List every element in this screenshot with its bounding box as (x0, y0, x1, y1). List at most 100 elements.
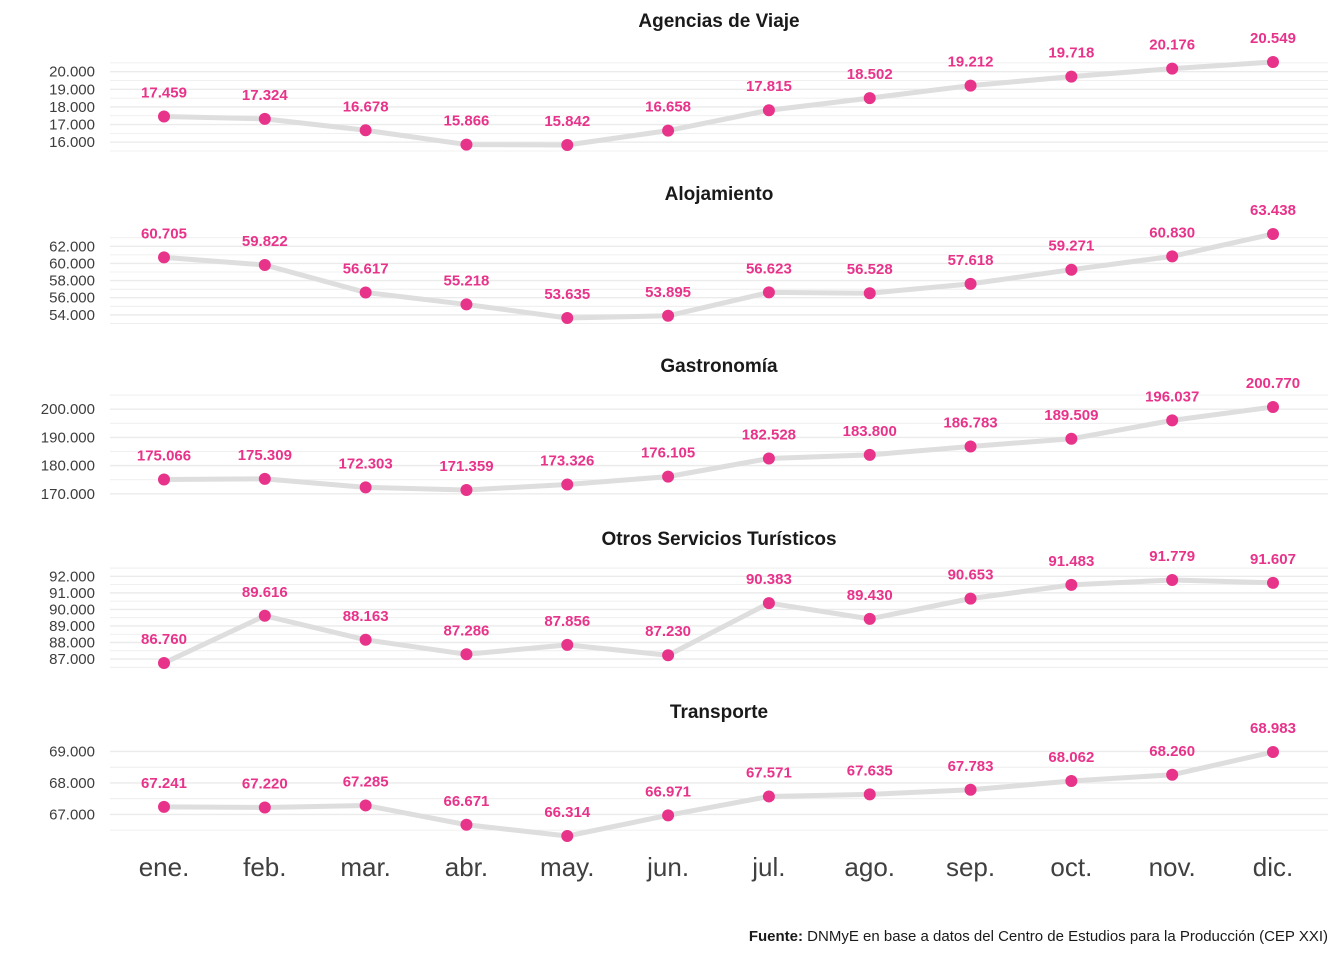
data-label: 189.509 (1044, 407, 1098, 424)
data-point (964, 79, 977, 92)
data-point (762, 790, 775, 803)
data-point (359, 124, 372, 137)
data-point (258, 112, 271, 125)
data-label: 200.770 (1246, 375, 1300, 392)
data-point (964, 277, 977, 290)
data-point (1065, 578, 1078, 591)
x-tick-label: sep. (946, 852, 995, 882)
data-label: 90.383 (746, 571, 792, 588)
data-label: 196.037 (1145, 388, 1199, 405)
data-point (1166, 768, 1179, 781)
data-point (662, 649, 675, 662)
x-tick-label: dic. (1253, 852, 1293, 882)
data-point (561, 139, 574, 151)
y-tick-label: 58.000 (49, 273, 95, 290)
data-point (964, 440, 977, 453)
data-label: 186.783 (943, 414, 997, 431)
y-tick-label: 200.000 (41, 401, 95, 418)
data-label: 172.303 (339, 455, 393, 472)
data-point (863, 612, 876, 625)
y-tick-label: 19.000 (49, 81, 95, 98)
data-label: 57.618 (948, 252, 994, 269)
data-point (1065, 70, 1078, 83)
data-point (158, 110, 170, 123)
source-label: Fuente: (748, 928, 803, 945)
data-point (258, 258, 271, 271)
y-tick-label: 92.000 (49, 568, 95, 585)
data-label: 19.212 (948, 54, 994, 71)
data-label: 66.314 (544, 804, 591, 821)
data-label: 89.430 (847, 587, 893, 604)
data-label: 19.718 (1048, 45, 1094, 62)
data-point (359, 286, 372, 299)
y-tick-label: 17.000 (49, 117, 95, 134)
data-label: 20.176 (1149, 37, 1195, 54)
data-point (1065, 432, 1078, 445)
panel-title: Agencias de Viaje (638, 11, 799, 32)
x-tick-label: ene. (139, 852, 190, 882)
y-tick-label: 54.000 (49, 307, 95, 324)
data-point (1166, 574, 1179, 586)
series-line (161, 59, 1276, 148)
data-label: 87.286 (444, 622, 490, 639)
data-point (460, 138, 473, 151)
x-tick-label: abr. (445, 852, 488, 882)
x-tick-label: jul. (751, 852, 785, 882)
data-label: 56.528 (847, 261, 893, 278)
data-label: 17.815 (746, 78, 792, 95)
data-point (258, 801, 271, 814)
data-label: 53.635 (544, 286, 590, 303)
data-point (561, 830, 574, 842)
data-point (460, 298, 473, 311)
data-label: 67.783 (948, 758, 994, 775)
data-point (1267, 746, 1279, 758)
data-label: 17.324 (242, 87, 289, 104)
source-text: DNMyE en base a datos del Centro de Estu… (803, 928, 1328, 945)
data-label: 59.822 (242, 233, 288, 250)
data-label: 60.830 (1149, 224, 1195, 241)
data-point (1267, 56, 1279, 68)
series-line (161, 749, 1276, 839)
data-label: 183.800 (843, 423, 897, 440)
data-point (1267, 576, 1279, 589)
y-tick-label: 16.000 (49, 134, 95, 151)
data-point (258, 472, 271, 485)
data-label: 66.971 (645, 783, 691, 800)
data-label: 67.285 (343, 773, 389, 790)
x-tick-label: ago. (844, 852, 895, 882)
y-tick-label: 90.000 (49, 601, 95, 618)
data-label: 20.549 (1250, 30, 1296, 47)
data-label: 17.459 (141, 84, 187, 101)
panel-5: 67.000 68.000 69.000 Transporte 67.241 67.220… (49, 702, 1328, 842)
data-label: 66.671 (444, 793, 490, 810)
data-label: 175.066 (137, 448, 191, 465)
data-label: 87.856 (544, 613, 590, 630)
data-label: 67.220 (242, 775, 288, 792)
data-point (460, 818, 473, 831)
data-point (1065, 774, 1078, 787)
data-point (561, 478, 574, 491)
series-line (161, 404, 1276, 493)
panel-title: Transporte (670, 702, 768, 723)
series-line (161, 577, 1276, 666)
data-point (863, 788, 876, 801)
data-label: 91.607 (1250, 551, 1296, 568)
data-label: 16.658 (645, 99, 691, 116)
data-label: 91.779 (1149, 548, 1195, 565)
data-point (460, 484, 473, 496)
data-point (863, 92, 876, 105)
data-point (762, 104, 775, 117)
data-label: 88.163 (343, 608, 389, 625)
x-tick-label: may. (540, 852, 594, 882)
data-label: 173.326 (540, 452, 594, 469)
y-tick-label: 190.000 (41, 429, 95, 446)
data-point (1267, 228, 1279, 240)
data-point (158, 800, 170, 813)
data-label: 171.359 (439, 458, 493, 475)
y-tick-label: 56.000 (49, 290, 95, 307)
panel-3: 170.000 180.000 190.000 200.000 Gastronomía 1… (41, 356, 1328, 503)
data-label: 87.230 (645, 623, 691, 640)
x-tick-label: jun. (646, 852, 689, 882)
